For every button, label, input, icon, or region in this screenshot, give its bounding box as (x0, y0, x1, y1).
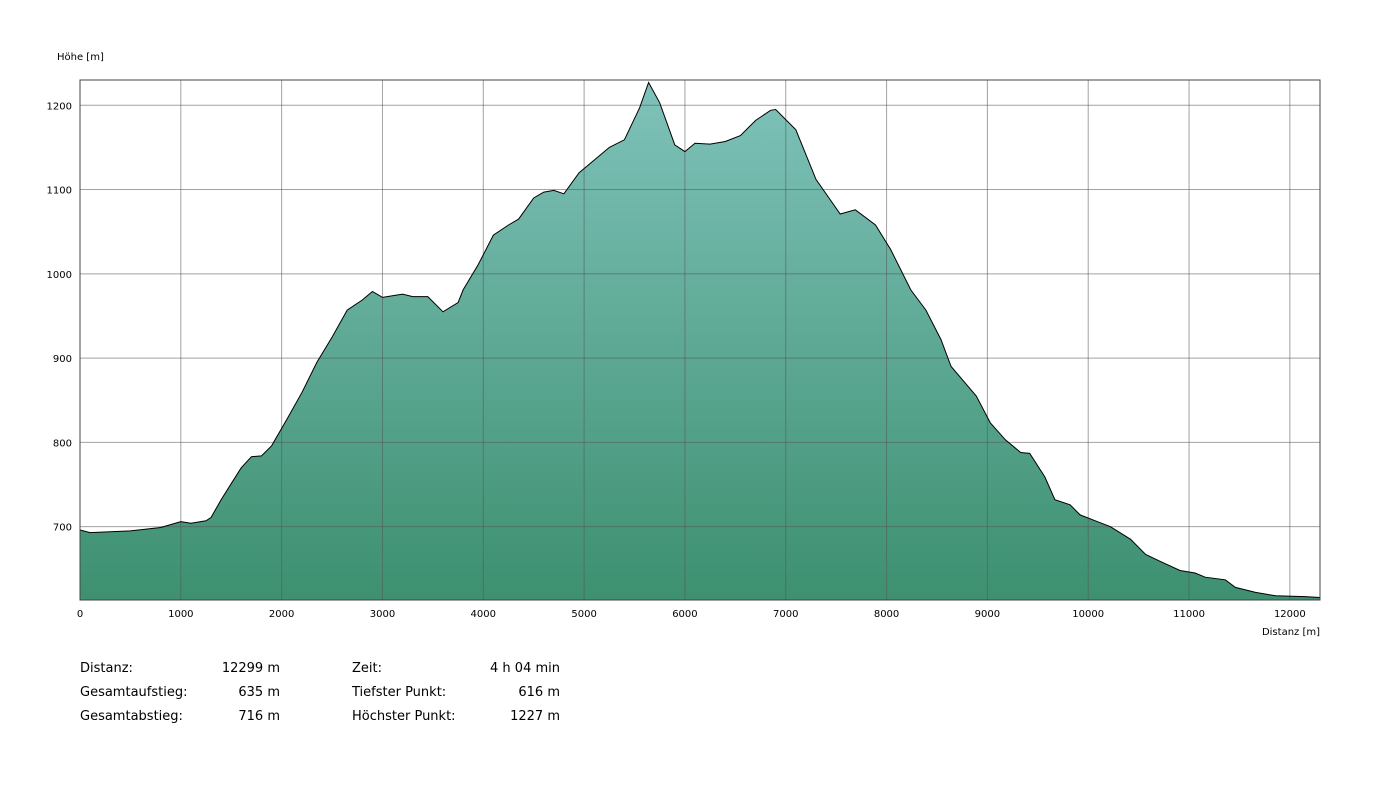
stat-label: Gesamtabstieg: (80, 709, 183, 724)
stat-value: 616 m (518, 685, 560, 700)
stat-value: 4 h 04 min (490, 661, 560, 676)
plot-frame (79, 79, 1321, 601)
x-tick-label: 7000 (773, 609, 798, 620)
y-tick-label: 900 (53, 354, 72, 365)
x-tick-label: 12000 (1274, 609, 1306, 620)
y-axis-label: Höhe [m] (57, 52, 104, 63)
stat-label: Tiefster Punkt: (351, 685, 446, 700)
x-tick-label: 2000 (269, 609, 294, 620)
x-tick-label: 8000 (874, 609, 899, 620)
stat-value: 635 m (238, 685, 280, 700)
stat-value: 12299 m (222, 661, 280, 676)
y-tick-label: 1100 (47, 186, 72, 197)
y-tick-label: 800 (53, 438, 72, 449)
stat-label: Zeit: (352, 661, 382, 676)
stat-value: 1227 m (510, 709, 560, 724)
x-tick-label: 10000 (1072, 609, 1104, 620)
y-tick-label: 700 (53, 523, 72, 534)
x-tick-label: 0 (77, 609, 83, 620)
elevation-area (80, 82, 1320, 600)
y-tick-label: 1200 (47, 101, 72, 112)
stat-label: Gesamtaufstieg: (80, 685, 187, 700)
x-tick-label: 3000 (370, 609, 395, 620)
x-tick-label: 4000 (471, 609, 496, 620)
x-axis-label: Distanz [m] (1262, 627, 1320, 638)
y-tick-label: 1000 (47, 270, 72, 281)
x-tick-label: 1000 (168, 609, 193, 620)
x-tick-label: 5000 (571, 609, 596, 620)
x-tick-label: 9000 (975, 609, 1000, 620)
elevation-line (79, 81, 1321, 598)
stat-value: 716 m (238, 709, 280, 724)
x-tick-label: 11000 (1173, 609, 1205, 620)
x-tick-label: 6000 (672, 609, 697, 620)
stat-label: Distanz: (80, 661, 133, 676)
stat-label: Höchster Punkt: (352, 709, 456, 724)
